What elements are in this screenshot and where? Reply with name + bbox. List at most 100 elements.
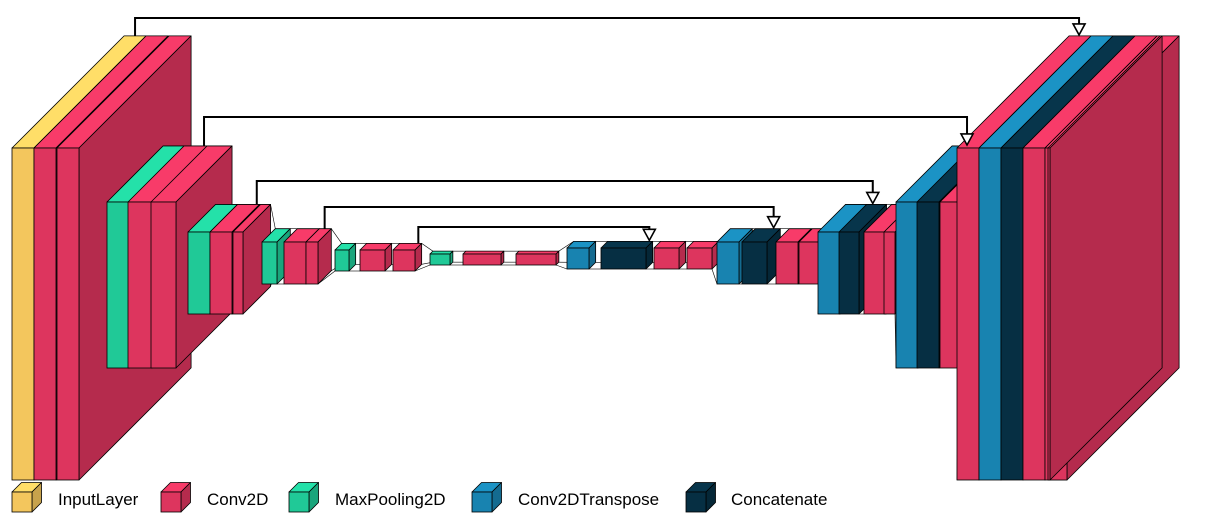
skip-arrow-2	[255, 180, 881, 206]
skip-arrow-0	[134, 17, 1087, 37]
skip-arrow-2-line	[255, 180, 874, 205]
layer-19-concatenate-top-face	[600, 240, 654, 249]
layer-38-conv2-d	[1047, 35, 1163, 481]
legend-label-conv2d: Conv2D	[207, 490, 268, 509]
layer-16-conv2-d-top-face	[462, 250, 505, 255]
layer-14-conv2-d	[392, 242, 423, 272]
layer-16-conv2-d-side-face	[500, 250, 505, 266]
layer-23-concatenate-front-face	[741, 241, 768, 285]
layer-34-conv2-dtranspose-front-face	[978, 147, 1002, 481]
skip-connection-arrows	[134, 17, 1087, 244]
layer-12-max-pooling2-d	[334, 242, 357, 272]
layer-17-conv2-d-side-face	[555, 250, 560, 266]
layer-10-conv2-d-front-face	[283, 241, 307, 285]
layer-15-max-pooling2-d	[429, 250, 454, 266]
legend-cube-input-layer	[11, 482, 42, 513]
layer-21-conv2-d-front-face	[686, 247, 713, 270]
layer-28-conv2-d-front-face	[863, 231, 887, 315]
layer-15-max-pooling2-d-side-face	[449, 250, 454, 266]
legend-item-maxpooling2d: MaxPooling2D	[288, 482, 446, 513]
layer-29-conv2-d-front-face	[883, 231, 896, 315]
layer-13-conv2-d-front-face	[359, 249, 386, 272]
layer-13-conv2-d	[359, 242, 393, 272]
layer-15-max-pooling2-d-front-face	[429, 253, 451, 266]
legend-item-inputlayer: InputLayer	[11, 482, 139, 513]
skip-arrow-4-head	[641, 228, 657, 243]
layer-16-conv2-d	[462, 250, 505, 266]
layer-17-conv2-d	[515, 250, 560, 266]
layer-2-conv2-d-front-face	[56, 147, 80, 481]
layer-21-conv2-d	[686, 240, 720, 270]
layer-18-conv2-dtranspose	[566, 240, 597, 270]
layer-32-conv2-d-front-face	[939, 201, 959, 369]
connector-bottom-14	[414, 264, 431, 272]
legend-cube-concatenate	[685, 482, 716, 513]
legend-cube-conv2-d	[160, 482, 191, 513]
connector-bottom-21	[711, 268, 718, 285]
layer-8-conv2-d-front-face	[232, 231, 244, 315]
layer-0-input-layer-front-face	[11, 147, 35, 481]
layer-38-conv2-d-front-face	[1047, 147, 1051, 481]
layer-4-conv2-d-front-face	[127, 201, 153, 369]
legend-cube-conv2-dtranspose	[471, 482, 502, 513]
legend-cube-max-pooling2-d	[288, 482, 319, 513]
connector-top-8	[270, 204, 276, 229]
legend-label-maxpooling2d: MaxPooling2D	[335, 490, 446, 509]
layer-25-conv2-d-front-face	[798, 241, 820, 285]
skip-arrow-3	[323, 206, 781, 230]
legend-swatch-concatenate	[685, 482, 716, 513]
skip-arrow-1-line	[203, 116, 969, 146]
legend-cube-conv2-dtranspose-front-face	[471, 491, 493, 513]
layer-9-max-pooling2-d-front-face	[261, 241, 278, 285]
legend-cube-conv2-d-front-face	[160, 491, 182, 513]
connector-bottom-17	[555, 264, 568, 270]
connector-bottom-11	[317, 270, 336, 285]
layer-27-concatenate-front-face	[838, 231, 860, 315]
skip-arrow-2-head	[865, 191, 881, 206]
layer-8-conv2-d	[232, 204, 271, 315]
legend-item-conv2dtranspose: Conv2DTranspose	[471, 482, 659, 513]
legend: InputLayer Conv2D MaxPooling2D Conv2DTra…	[11, 482, 827, 513]
layer-31-concatenate-front-face	[916, 201, 940, 369]
layer-16-conv2-d-front-face	[462, 253, 502, 266]
skip-arrow-1-head	[959, 133, 975, 147]
layer-18-conv2-dtranspose-front-face	[566, 247, 590, 270]
connector-top-17	[558, 241, 574, 252]
legend-swatch-conv2d	[160, 482, 191, 513]
layer-7-conv2-d-front-face	[209, 231, 233, 315]
legend-cube-concatenate-front-face	[685, 491, 707, 513]
layer-33-conv2-d-front-face	[956, 147, 980, 481]
layer-3-max-pooling2-d-front-face	[106, 201, 130, 369]
legend-cube-max-pooling2-d-front-face	[288, 491, 310, 513]
legend-label-concatenate: Concatenate	[731, 490, 827, 509]
layer-19-concatenate-front-face	[600, 247, 647, 270]
skip-arrow-0-line	[134, 17, 1081, 36]
layer-23-concatenate	[741, 228, 781, 285]
layer-19-concatenate	[600, 240, 654, 270]
layer-30-conv2-dtranspose-front-face	[895, 201, 919, 369]
layer-blocks	[11, 35, 1180, 481]
layer-12-max-pooling2-d-front-face	[334, 249, 350, 272]
legend-swatch-inputlayer	[11, 482, 42, 513]
layer-5-conv2-d-front-face	[150, 201, 177, 369]
skip-arrow-4-line	[417, 226, 651, 244]
layer-24-conv2-d-front-face	[775, 241, 799, 285]
legend-swatch-conv2dtranspose	[471, 482, 502, 513]
layer-17-conv2-d-top-face	[515, 250, 560, 255]
layer-14-conv2-d-front-face	[392, 249, 416, 272]
layer-1-conv2-d-front-face	[33, 147, 57, 481]
layer-36-conv2-d-front-face	[1022, 147, 1046, 481]
skip-arrow-4	[417, 226, 657, 244]
skip-arrow-3-line	[323, 206, 775, 229]
legend-item-conv2d: Conv2D	[160, 482, 268, 513]
layer-11-conv2-d	[305, 228, 332, 285]
connector-top-14	[421, 243, 434, 252]
legend-label-inputlayer: InputLayer	[58, 490, 139, 509]
layer-22-conv2-dtranspose-front-face	[716, 241, 740, 285]
layer-17-conv2-d-front-face	[515, 253, 557, 266]
skip-arrow-3-head	[766, 215, 781, 230]
connector-top-11	[331, 228, 342, 244]
legend-item-concatenate: Concatenate	[685, 482, 827, 513]
